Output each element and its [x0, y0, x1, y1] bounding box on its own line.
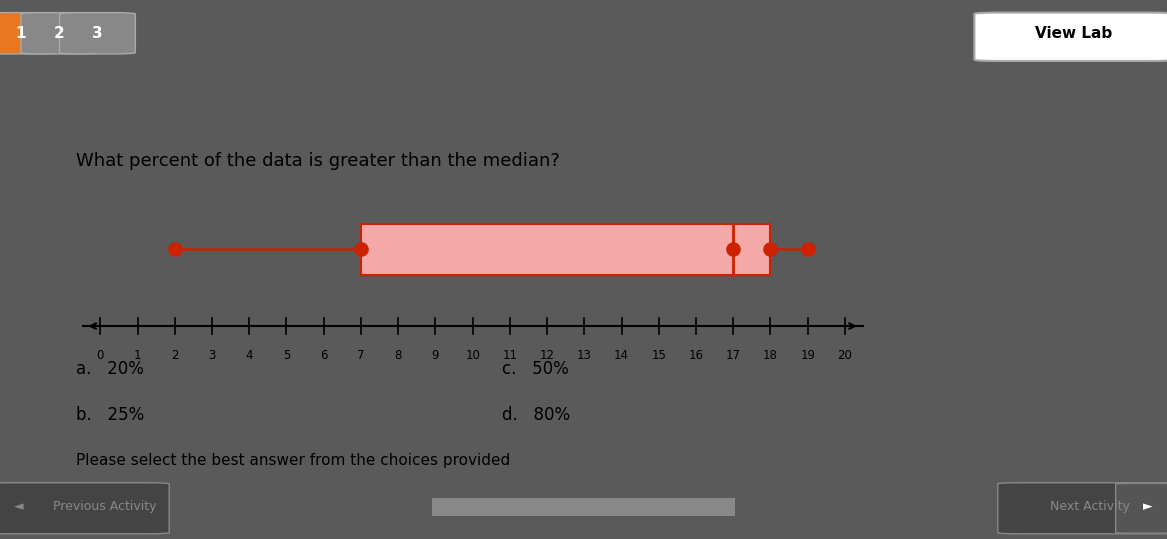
Text: 13: 13 — [576, 349, 592, 362]
Text: 14: 14 — [614, 349, 629, 362]
Point — [761, 245, 780, 254]
Text: 18: 18 — [763, 349, 778, 362]
Bar — [432, 498, 735, 516]
Text: 8: 8 — [394, 349, 401, 362]
Text: a.   20%: a. 20% — [76, 360, 144, 378]
Text: 20: 20 — [838, 349, 852, 362]
Text: b.   25%: b. 25% — [76, 406, 144, 424]
Text: Next Activity: Next Activity — [1050, 500, 1130, 513]
Text: 3: 3 — [92, 26, 103, 41]
Text: c.   50%: c. 50% — [502, 360, 568, 378]
Text: 3: 3 — [209, 349, 216, 362]
Text: 10: 10 — [466, 349, 480, 362]
FancyBboxPatch shape — [21, 12, 97, 54]
Text: 1: 1 — [15, 26, 26, 41]
Text: ◄: ◄ — [14, 500, 23, 513]
Text: Please select the best answer from the choices provided: Please select the best answer from the c… — [76, 453, 510, 468]
Point — [351, 245, 370, 254]
Point — [798, 245, 817, 254]
Text: 7: 7 — [357, 349, 364, 362]
FancyBboxPatch shape — [1116, 483, 1167, 533]
Text: 15: 15 — [651, 349, 666, 362]
FancyBboxPatch shape — [0, 12, 58, 54]
FancyBboxPatch shape — [0, 483, 169, 534]
Text: 11: 11 — [502, 349, 517, 362]
Text: 2: 2 — [172, 349, 179, 362]
Point — [724, 245, 742, 254]
Point — [166, 245, 184, 254]
Text: d.   80%: d. 80% — [502, 406, 569, 424]
Text: ►: ► — [1144, 500, 1153, 513]
Text: 16: 16 — [689, 349, 704, 362]
Text: 0: 0 — [97, 349, 104, 362]
Text: 6: 6 — [320, 349, 328, 362]
Text: Previous Activity: Previous Activity — [53, 500, 156, 513]
Text: 17: 17 — [726, 349, 741, 362]
Text: 9: 9 — [432, 349, 439, 362]
Text: 2: 2 — [54, 26, 64, 41]
Text: 19: 19 — [801, 349, 816, 362]
Text: What percent of the data is greater than the median?: What percent of the data is greater than… — [76, 152, 560, 170]
FancyBboxPatch shape — [60, 12, 135, 54]
Text: 5: 5 — [282, 349, 291, 362]
FancyBboxPatch shape — [974, 12, 1167, 61]
FancyBboxPatch shape — [998, 483, 1167, 534]
Bar — [361, 224, 770, 275]
Text: View Lab: View Lab — [1035, 26, 1112, 41]
Text: 4: 4 — [245, 349, 253, 362]
Text: 1: 1 — [134, 349, 141, 362]
Text: 12: 12 — [539, 349, 554, 362]
